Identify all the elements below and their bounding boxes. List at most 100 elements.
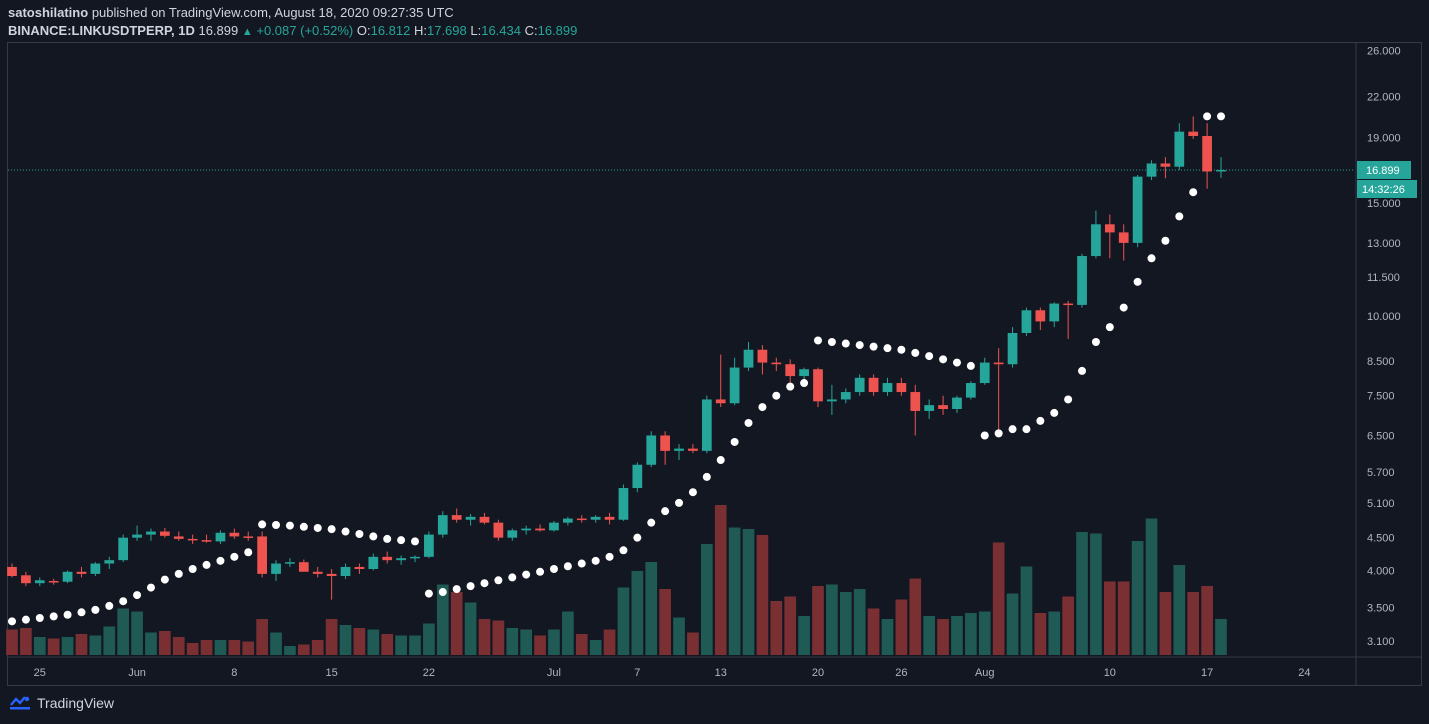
symbol-name[interactable]: BINANCE:LINKUSDTPERP, 1D (8, 23, 195, 38)
sar-dot (230, 552, 239, 561)
sar-dot (675, 498, 684, 507)
sar-dot (883, 344, 892, 353)
volume-bar (117, 608, 130, 655)
open-label: O: (356, 23, 371, 38)
sar-dot (1022, 425, 1031, 434)
candle-body (132, 534, 142, 538)
volume-bar (1062, 596, 1074, 655)
candle-body (993, 362, 1004, 365)
sar-dot (702, 472, 711, 481)
time-tick-label: 10 (1104, 667, 1116, 679)
volume-bar (923, 616, 936, 655)
volume-bar (214, 640, 227, 655)
candle-body (1077, 256, 1087, 305)
candle-body (451, 515, 462, 520)
volume-bar (270, 632, 282, 655)
volume-bar (687, 632, 699, 655)
candle-body (1104, 224, 1115, 233)
candle-body (618, 488, 629, 520)
candle-body (688, 448, 698, 451)
candle-body (799, 369, 809, 377)
sar-dot (633, 533, 642, 542)
volume-bar (172, 637, 185, 655)
sar-dot (619, 546, 628, 555)
volume-bar (770, 601, 783, 655)
volume-bar (1145, 518, 1158, 655)
candle-body (1146, 163, 1157, 177)
candle-body (521, 528, 532, 531)
volume-bar (978, 611, 991, 655)
volume-bar (1020, 566, 1033, 655)
volume-bar (798, 616, 810, 655)
time-tick-label: 8 (231, 667, 237, 679)
sar-dot (1189, 188, 1198, 197)
volume-bar (242, 641, 255, 655)
candle-body (701, 399, 712, 451)
sar-dot (1008, 425, 1017, 434)
candle-body (1007, 332, 1018, 365)
sar-dot (549, 565, 558, 574)
volume-bar (645, 562, 658, 655)
volume-bar (1048, 611, 1061, 655)
sar-dot (91, 605, 100, 614)
candle-body (340, 566, 351, 577)
candle-body (771, 362, 782, 365)
volume-bar (826, 584, 838, 655)
sar-dot (424, 589, 433, 598)
volume-bar (492, 620, 505, 655)
time-tick-label: 17 (1201, 667, 1213, 679)
candle-body (326, 573, 337, 577)
volume-bar (409, 635, 421, 655)
time-tick-label: 25 (34, 667, 46, 679)
low-value: 16.434 (481, 23, 521, 38)
price-tick-label: 10.000 (1367, 311, 1401, 323)
footer-brand[interactable]: TradingView (37, 695, 115, 711)
sar-dot (411, 537, 419, 546)
volume-bar (47, 638, 60, 655)
volume-bar (603, 629, 616, 655)
candle-body (424, 534, 434, 557)
sar-dot (1133, 277, 1142, 286)
time-tick-label: 22 (423, 667, 435, 679)
sar-dot (591, 556, 600, 565)
candle-body (1216, 169, 1226, 172)
volume-bar (673, 617, 685, 655)
candle-body (827, 399, 837, 402)
volume-bar (1159, 592, 1172, 655)
volume-bar (228, 640, 241, 655)
candle-body (76, 571, 87, 574)
candle-body (743, 349, 754, 368)
sar-dot (647, 518, 656, 527)
volume-bar (895, 599, 908, 655)
candle-body (1132, 176, 1143, 243)
price-change: +0.087 (+0.52%) (256, 23, 354, 38)
candle-body (965, 383, 976, 398)
sar-dot (1217, 112, 1225, 121)
tradingview-logo-icon[interactable] (9, 695, 31, 711)
sar-dot (1175, 212, 1184, 221)
candle-body (549, 522, 559, 531)
sar-dot (105, 601, 114, 610)
sar-dot (605, 552, 614, 561)
candle-body (757, 349, 768, 363)
candle-body (229, 532, 240, 537)
sar-dot (397, 536, 406, 545)
author-name[interactable]: satoshilatino (8, 5, 89, 20)
sar-dot (299, 522, 308, 531)
sar-dot (869, 342, 878, 351)
volume-bar (1201, 586, 1213, 655)
chart-frame (7, 42, 1422, 686)
sar-dot (952, 358, 961, 367)
volume-bar (589, 640, 602, 655)
volume-bar (159, 631, 171, 655)
candle-body (507, 530, 518, 538)
sar-dot (63, 610, 72, 619)
close-value: 16.899 (537, 23, 578, 38)
candle-body (285, 562, 295, 564)
volume-bar (6, 629, 18, 655)
candle-body (354, 566, 365, 570)
volume-bar (728, 527, 741, 655)
volume-bar (965, 613, 977, 655)
sar-dot (508, 573, 517, 582)
